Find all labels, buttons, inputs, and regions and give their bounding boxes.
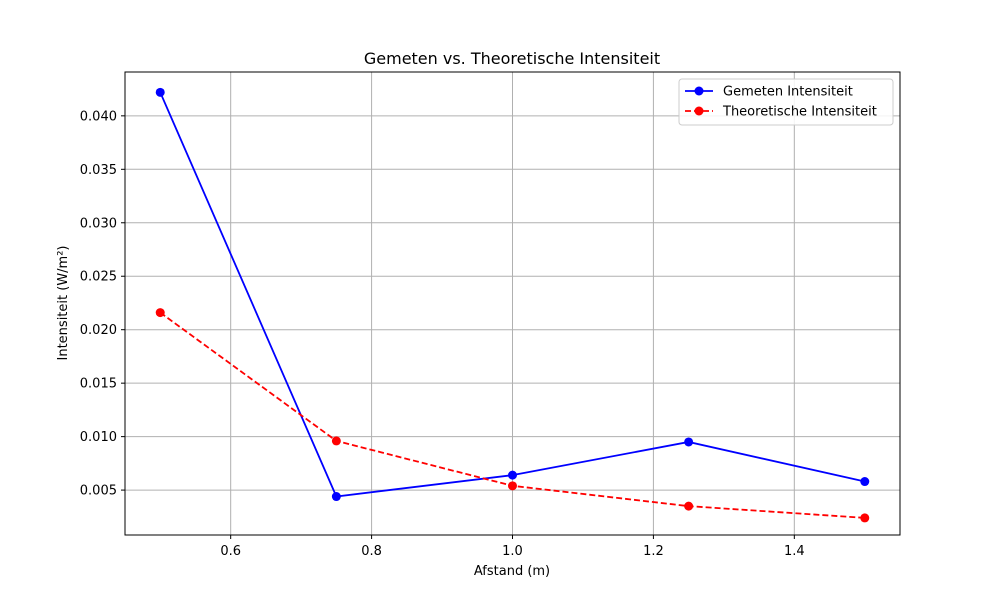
x-axis-label: Afstand (m) xyxy=(474,564,550,579)
x-axis-ticks: 0.6 0.8 1.0 1.2 1.4 xyxy=(220,535,805,559)
y-tick-label: 0.005 xyxy=(80,484,117,499)
chart-title: Gemeten vs. Theoretische Intensiteit xyxy=(364,49,660,68)
x-tick-label: 1.2 xyxy=(643,544,664,559)
y-tick-label: 0.020 xyxy=(80,323,117,338)
data-point xyxy=(860,477,870,487)
x-tick-label: 0.6 xyxy=(220,544,241,559)
data-point xyxy=(684,437,694,447)
x-tick-label: 1.0 xyxy=(502,544,523,559)
legend-marker xyxy=(694,106,704,116)
y-tick-label: 0.015 xyxy=(80,377,117,392)
legend-label: Theoretische Intensiteit xyxy=(722,105,877,120)
data-point xyxy=(508,481,517,491)
data-point xyxy=(331,492,341,502)
legend-marker xyxy=(694,86,704,96)
x-tick-label: 0.8 xyxy=(361,544,382,559)
data-point xyxy=(684,501,694,511)
grid xyxy=(125,72,900,535)
data-point xyxy=(155,87,165,97)
y-axis-ticks: 0.005 0.010 0.015 0.020 0.025 0.030 0.035 0.040 xyxy=(80,109,125,499)
legend: Gemeten Intensiteit Theoretische Intensit… xyxy=(678,78,894,126)
data-point xyxy=(860,513,870,523)
legend-frame xyxy=(678,78,894,126)
y-tick-label: 0.010 xyxy=(80,430,117,445)
data-point xyxy=(508,470,517,480)
series-2 xyxy=(155,308,870,523)
series xyxy=(155,87,870,523)
y-axis-label: Intensiteit (W/m²) xyxy=(56,246,71,361)
y-tick-label: 0.025 xyxy=(80,270,117,285)
x-tick-label: 1.4 xyxy=(784,544,805,559)
y-tick-label: 0.030 xyxy=(80,216,117,231)
data-point xyxy=(331,436,341,446)
y-tick-label: 0.040 xyxy=(80,109,117,124)
plot-area-frame xyxy=(124,71,901,536)
series-1 xyxy=(155,87,870,502)
y-tick-label: 0.035 xyxy=(80,163,117,178)
legend-label: Gemeten Intensiteit xyxy=(723,85,853,100)
data-point xyxy=(155,308,165,318)
